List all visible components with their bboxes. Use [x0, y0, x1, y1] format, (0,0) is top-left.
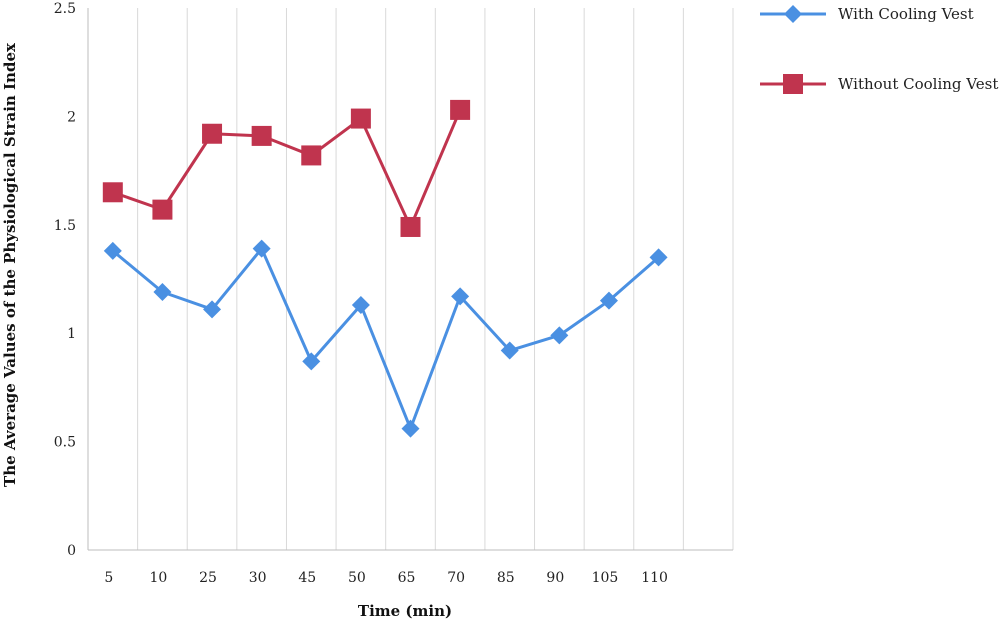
x-tick-label: 110	[641, 570, 668, 586]
y-tick-label: 2	[67, 109, 76, 125]
vertical-gridlines	[137, 8, 734, 550]
x-tick-label: 105	[592, 570, 619, 586]
data-point	[251, 125, 272, 146]
data-point	[350, 108, 371, 129]
data-point	[301, 145, 322, 166]
data-point	[102, 182, 123, 203]
legend-label: With Cooling Vest	[838, 5, 974, 23]
x-axis-title: Time (min)	[358, 602, 452, 620]
y-axis-title: The Average Values of the Physiological …	[1, 42, 19, 487]
x-tick-label: 90	[546, 570, 564, 586]
data-point	[203, 300, 222, 319]
data-point	[103, 241, 122, 260]
data-point	[649, 248, 668, 267]
y-axis-ticks: 0 0.5 1 1.5 2 2.5	[54, 1, 76, 559]
data-point	[400, 216, 421, 237]
x-axis-ticks: 5 10 25 30 45 50 65 70 85 90 105 110	[104, 570, 668, 586]
data-point	[500, 341, 519, 360]
series-layer	[102, 99, 668, 438]
data-point	[252, 239, 271, 258]
data-point	[599, 291, 618, 310]
x-tick-label: 30	[249, 570, 267, 586]
legend: With Cooling Vest Without Cooling Vest	[760, 5, 998, 94]
x-tick-label: 50	[348, 570, 366, 586]
data-point	[550, 326, 569, 345]
data-point	[153, 283, 172, 302]
data-point	[450, 99, 471, 120]
legend-marker	[783, 74, 803, 94]
series-2	[102, 99, 471, 237]
legend-marker	[784, 5, 802, 23]
series-1	[103, 239, 668, 438]
y-tick-label: 1	[67, 326, 76, 342]
series-line	[112, 109, 462, 229]
data-point	[351, 296, 370, 315]
y-tick-label: 1.5	[54, 218, 76, 234]
axes	[87, 8, 733, 551]
x-tick-label: 65	[398, 570, 416, 586]
x-tick-label: 25	[199, 570, 217, 586]
x-tick-label: 10	[150, 570, 168, 586]
y-tick-label: 0.5	[54, 435, 76, 451]
data-point	[401, 419, 420, 438]
legend-label: Without Cooling Vest	[838, 75, 998, 93]
x-tick-label: 5	[104, 570, 113, 586]
data-point	[451, 287, 470, 306]
data-point	[202, 123, 223, 144]
data-point	[302, 352, 321, 371]
x-tick-label: 45	[298, 570, 316, 586]
x-tick-label: 85	[497, 570, 515, 586]
x-tick-label: 70	[447, 570, 465, 586]
data-point	[152, 199, 173, 220]
series-line	[111, 247, 660, 431]
y-tick-label: 0	[67, 543, 76, 559]
y-tick-label: 2.5	[54, 1, 76, 17]
